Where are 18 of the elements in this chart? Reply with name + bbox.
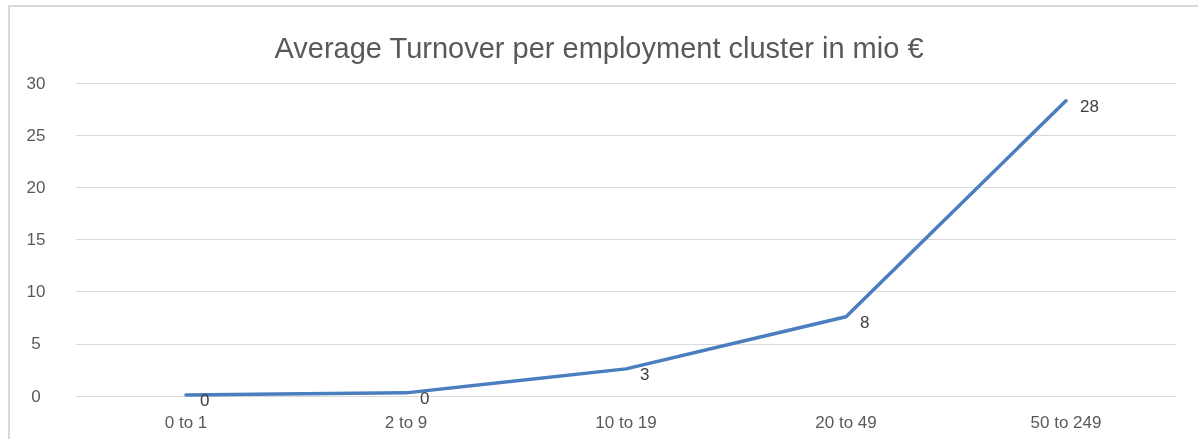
data-label: 0 xyxy=(420,389,430,409)
x-tick-label: 10 to 19 xyxy=(595,413,657,432)
data-label: 3 xyxy=(640,365,650,385)
y-tick-label: 0 xyxy=(31,386,41,406)
x-tick-label: 20 to 49 xyxy=(815,413,877,432)
chart-title: Average Turnover per employment cluster in mio € xyxy=(274,31,924,64)
y-tick-label: 5 xyxy=(31,334,41,354)
y-tick-label: 15 xyxy=(26,230,46,249)
y-tick-label: 10 xyxy=(26,282,46,302)
y-tick-label: 30 xyxy=(26,73,46,93)
y-tick-label: 25 xyxy=(26,125,46,145)
x-tick-label: 2 to 9 xyxy=(384,413,428,432)
data-label: 28 xyxy=(1080,97,1099,117)
x-tick-label: 50 to 249 xyxy=(1030,413,1102,432)
x-tick-label: 0 to 1 xyxy=(164,413,208,432)
data-label: 0 xyxy=(200,391,210,411)
y-tick-label: 20 xyxy=(26,177,46,197)
data-label: 8 xyxy=(860,313,870,333)
